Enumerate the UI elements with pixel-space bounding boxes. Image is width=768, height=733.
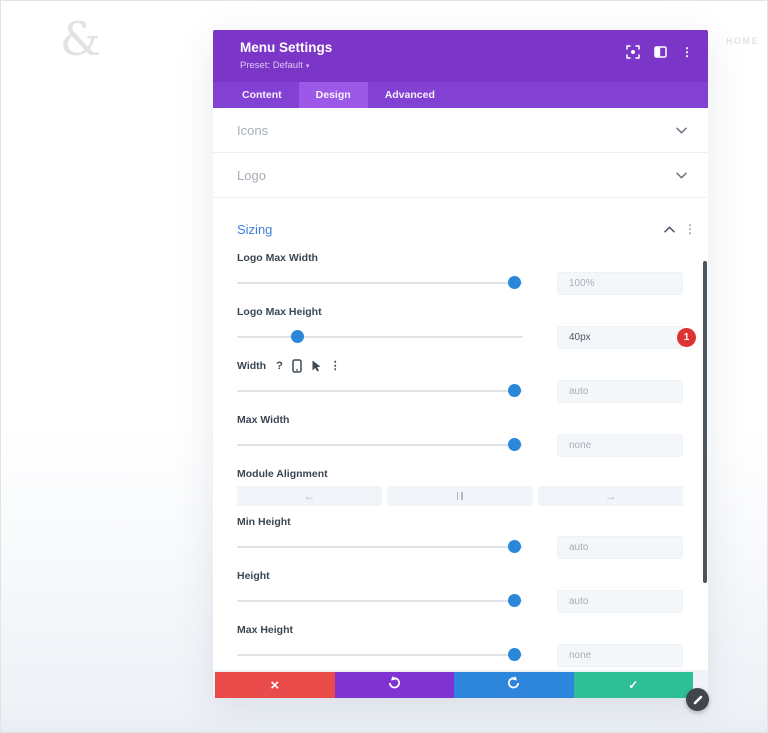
input-value: 40px	[569, 331, 591, 343]
control-min-height: Min Height auto	[237, 516, 683, 560]
control-label: Max Width	[237, 414, 290, 426]
modal-drag-handle[interactable]	[686, 688, 709, 711]
chevron-down-icon	[676, 121, 687, 139]
chevron-down-icon	[676, 166, 687, 184]
control-label: Max Height	[237, 624, 294, 636]
logo-max-height-slider[interactable]	[237, 324, 523, 350]
section-logo-toggle[interactable]: Logo	[213, 153, 708, 198]
control-label: Min Height	[237, 516, 291, 528]
align-center-button[interactable]	[387, 486, 533, 506]
align-center-icon	[456, 492, 463, 500]
discard-x-icon: ×	[270, 676, 280, 694]
control-logo-max-height: Logo Max Height 40px 1	[237, 306, 696, 350]
max-height-slider[interactable]	[237, 642, 523, 668]
control-label: Height	[237, 570, 270, 582]
logo-max-width-input[interactable]: 100%	[557, 271, 683, 295]
slider-thumb[interactable]	[508, 594, 522, 607]
undo-button[interactable]	[334, 672, 454, 698]
logo-max-width-slider[interactable]	[237, 270, 523, 296]
responsive-phone-icon[interactable]	[292, 359, 302, 373]
slider-track	[237, 390, 523, 392]
min-height-input[interactable]: auto	[557, 535, 683, 559]
modal-title: Menu Settings	[240, 40, 333, 55]
slider-track	[237, 546, 523, 548]
arrow-left-icon: ←	[303, 489, 316, 503]
help-icon[interactable]: ?	[276, 360, 283, 372]
modal-scrollbar[interactable]	[703, 261, 707, 583]
section-title: Sizing	[237, 221, 273, 237]
section-sizing: Sizing ⋮ Logo Max Width 100%	[213, 198, 708, 668]
max-height-input[interactable]: none	[557, 643, 683, 667]
redo-icon	[507, 676, 520, 694]
more-options-icon[interactable]: ⋮	[681, 45, 693, 59]
slider-track	[237, 654, 523, 656]
section-sizing-toggle[interactable]: Sizing ⋮	[237, 198, 696, 242]
changed-count-badge: 1	[677, 327, 696, 347]
tab-advanced[interactable]: Advanced	[384, 89, 435, 101]
align-right-button[interactable]: →	[537, 486, 683, 506]
arrow-right-icon: →	[604, 489, 617, 503]
hover-cursor-icon[interactable]	[311, 360, 321, 372]
height-slider[interactable]	[237, 588, 523, 614]
tab-content[interactable]: Content	[242, 89, 282, 101]
slider-track	[237, 336, 523, 338]
section-title: Icons	[237, 122, 269, 138]
control-label: Logo Max Width	[237, 252, 318, 264]
slider-thumb[interactable]	[508, 540, 522, 553]
preset-dropdown[interactable]: Preset: Default ▾	[240, 60, 692, 71]
discard-button[interactable]: ×	[215, 672, 335, 698]
expand-modal-icon[interactable]	[626, 45, 640, 59]
max-width-input[interactable]: none	[557, 433, 683, 457]
section-options-dots-icon[interactable]: ⋮	[684, 222, 696, 236]
control-max-height: Max Height none	[237, 624, 683, 668]
chevron-up-icon[interactable]	[664, 220, 675, 238]
slider-track	[237, 600, 523, 602]
logo-max-height-input[interactable]: 40px 1	[557, 325, 696, 349]
save-button[interactable]: ✓	[573, 672, 693, 698]
slider-thumb[interactable]	[508, 648, 522, 661]
menu-settings-modal: Menu Settings Preset: Default ▾ ⋮ Content…	[213, 30, 708, 698]
slider-track	[237, 444, 523, 446]
slider-thumb[interactable]	[508, 384, 522, 397]
min-height-slider[interactable]	[237, 534, 523, 560]
slider-thumb[interactable]	[508, 438, 522, 451]
preset-label: Preset: Default	[240, 60, 303, 71]
height-input[interactable]: auto	[557, 589, 683, 613]
control-width: Width ? ⋮	[237, 359, 683, 404]
redo-button[interactable]	[454, 672, 574, 698]
control-label: Module Alignment	[237, 468, 328, 480]
nav-home-link[interactable]: HOME	[726, 36, 759, 46]
slider-thumb[interactable]	[508, 276, 522, 289]
width-option-icons: ? ⋮	[276, 359, 341, 373]
undo-icon	[388, 676, 401, 694]
slider-thumb[interactable]	[291, 330, 305, 343]
control-logo-max-width: Logo Max Width 100%	[237, 252, 683, 296]
sizing-head-icons: ⋮	[664, 220, 696, 238]
align-left-button[interactable]: ←	[237, 486, 383, 506]
slider-track	[237, 282, 523, 284]
section-icons-toggle[interactable]: Icons	[213, 108, 708, 153]
options-dots-icon[interactable]: ⋮	[329, 359, 341, 372]
max-width-slider[interactable]	[237, 432, 523, 458]
control-height: Height auto	[237, 570, 683, 614]
control-label: Width	[237, 360, 267, 372]
layout-column-icon[interactable]	[654, 46, 667, 58]
width-slider[interactable]	[237, 378, 523, 404]
save-check-icon: ✓	[628, 678, 639, 692]
drag-link-icon	[693, 695, 702, 704]
modal-footer: × ✓	[215, 672, 693, 698]
modal-header: Menu Settings Preset: Default ▾ ⋮	[213, 30, 708, 82]
caret-down-icon: ▾	[305, 63, 310, 70]
width-input[interactable]: auto	[557, 379, 683, 403]
tab-bar: Content Design Advanced	[213, 82, 708, 108]
control-max-width: Max Width none	[237, 414, 683, 458]
control-label: Logo Max Height	[237, 306, 322, 318]
site-logo-ampersand: &	[60, 12, 101, 66]
section-title: Logo	[237, 167, 266, 183]
header-icon-group: ⋮	[626, 45, 693, 59]
control-module-alignment: Module Alignment ← →	[237, 468, 683, 506]
tab-design[interactable]: Design	[298, 82, 368, 108]
modal-body: Icons Logo Sizing ⋮	[213, 108, 708, 670]
